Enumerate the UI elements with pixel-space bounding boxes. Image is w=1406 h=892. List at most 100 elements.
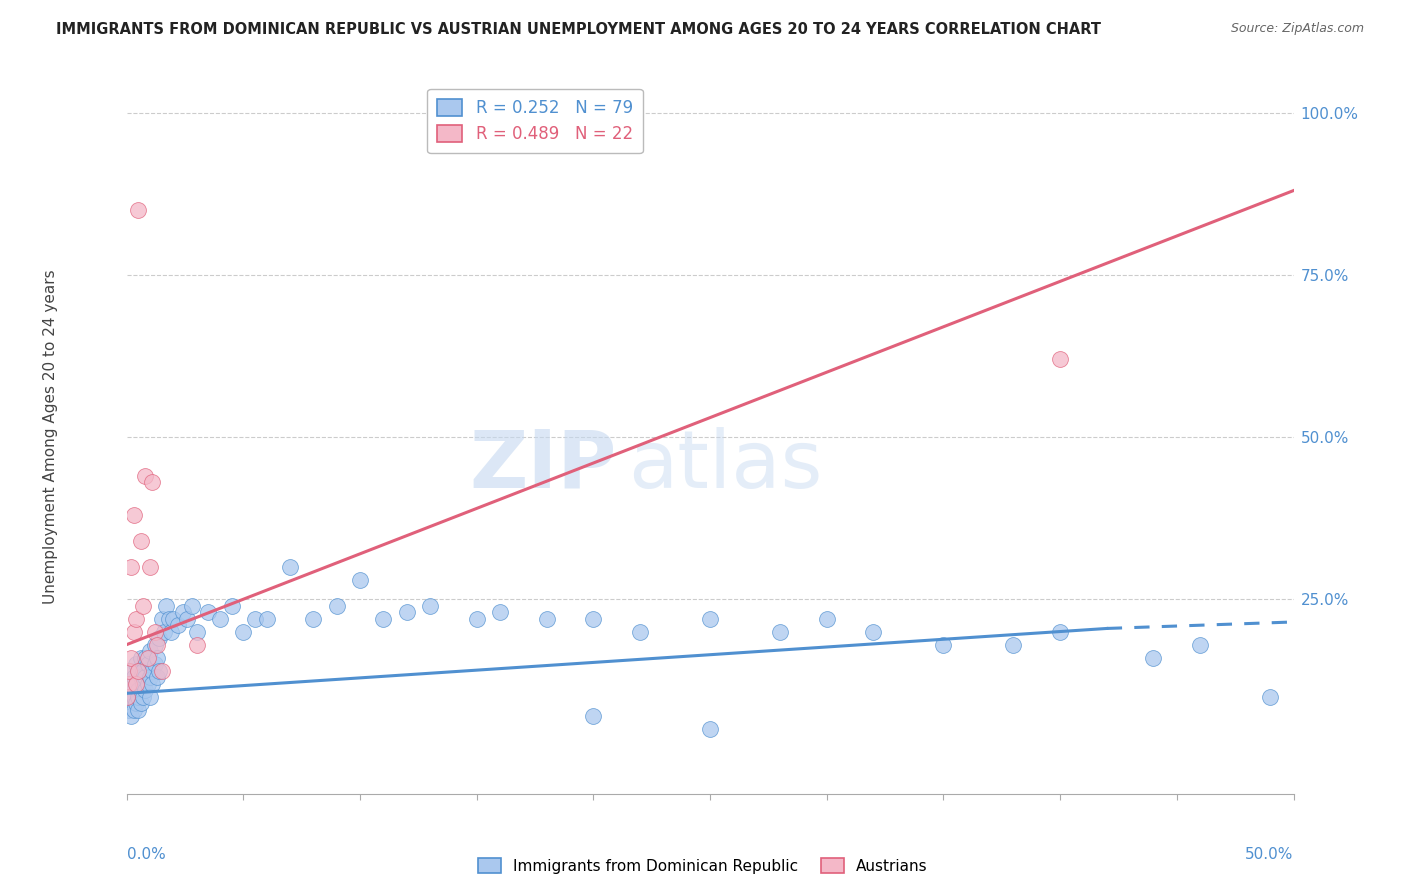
Point [127,702,149,716]
Point [132,690,155,704]
Point [186,638,208,652]
Point [125,696,148,710]
Text: IMMIGRANTS FROM DOMINICAN REPUBLIC VS AUSTRIAN UNEMPLOYMENT AMONG AGES 20 TO 24 : IMMIGRANTS FROM DOMINICAN REPUBLIC VS AU… [56,22,1101,37]
Point [139,559,162,574]
Point [139,690,162,704]
Point [197,605,219,619]
Text: 0.0%: 0.0% [127,847,166,863]
Point [127,683,149,698]
Point [125,657,148,672]
Point [582,709,605,723]
Point [243,612,266,626]
Point [699,612,721,626]
Point [132,664,155,678]
Point [1258,690,1281,704]
Point [122,690,145,704]
Point [167,618,190,632]
Point [1049,624,1071,639]
Point [1049,352,1071,367]
Point [489,605,512,619]
Point [146,638,169,652]
Point [536,612,558,626]
Point [129,650,152,665]
Point [155,599,177,613]
Point [120,709,142,723]
Point [395,605,418,619]
Point [129,533,152,548]
Point [162,612,184,626]
Point [699,722,721,736]
Point [157,612,180,626]
Point [139,670,162,684]
Point [153,624,176,639]
Point [125,676,148,690]
Point [120,650,142,665]
Point [118,702,141,716]
Point [148,664,170,678]
Point [373,612,395,626]
Point [146,650,169,665]
Point [143,638,166,652]
Point [1189,638,1212,652]
Text: Unemployment Among Ages 20 to 24 years: Unemployment Among Ages 20 to 24 years [44,269,58,605]
Point [122,670,145,684]
Text: ZIP: ZIP [470,426,617,505]
Point [419,599,441,613]
Point [141,664,163,678]
Point [127,664,149,678]
Point [139,644,162,658]
Point [132,599,155,613]
Point [349,573,371,587]
Legend: Immigrants from Dominican Republic, Austrians: Immigrants from Dominican Republic, Aust… [472,852,934,880]
Point [120,690,142,704]
Point [134,670,156,684]
Point [125,612,148,626]
Point [186,624,208,639]
Point [172,605,194,619]
Point [127,690,149,704]
Point [120,559,142,574]
Point [134,469,156,483]
Point [1002,638,1025,652]
Point [221,599,243,613]
Point [129,696,152,710]
Point [325,599,347,613]
Point [127,202,149,217]
Point [1142,650,1164,665]
Point [132,676,155,690]
Point [278,559,301,574]
Text: atlas: atlas [628,426,823,505]
Point [122,508,145,522]
Point [150,612,173,626]
Point [118,676,141,690]
Point [160,624,183,639]
Point [136,676,159,690]
Text: 50.0%: 50.0% [1246,847,1294,863]
Point [465,612,488,626]
Point [232,624,254,639]
Point [176,612,198,626]
Point [136,650,159,665]
Point [136,657,159,672]
Point [150,664,173,678]
Point [127,664,149,678]
Point [118,676,141,690]
Point [932,638,955,652]
Point [129,670,152,684]
Point [143,657,166,672]
Point [122,624,145,639]
Point [143,624,166,639]
Point [582,612,605,626]
Point [148,631,170,645]
Point [815,612,838,626]
Point [180,599,202,613]
Legend: R = 0.252   N = 79, R = 0.489   N = 22: R = 0.252 N = 79, R = 0.489 N = 22 [427,88,643,153]
Point [125,676,148,690]
Text: Source: ZipAtlas.com: Source: ZipAtlas.com [1230,22,1364,36]
Point [134,683,156,698]
Point [120,664,142,678]
Point [769,624,792,639]
Point [302,612,325,626]
Point [628,624,651,639]
Point [115,690,138,704]
